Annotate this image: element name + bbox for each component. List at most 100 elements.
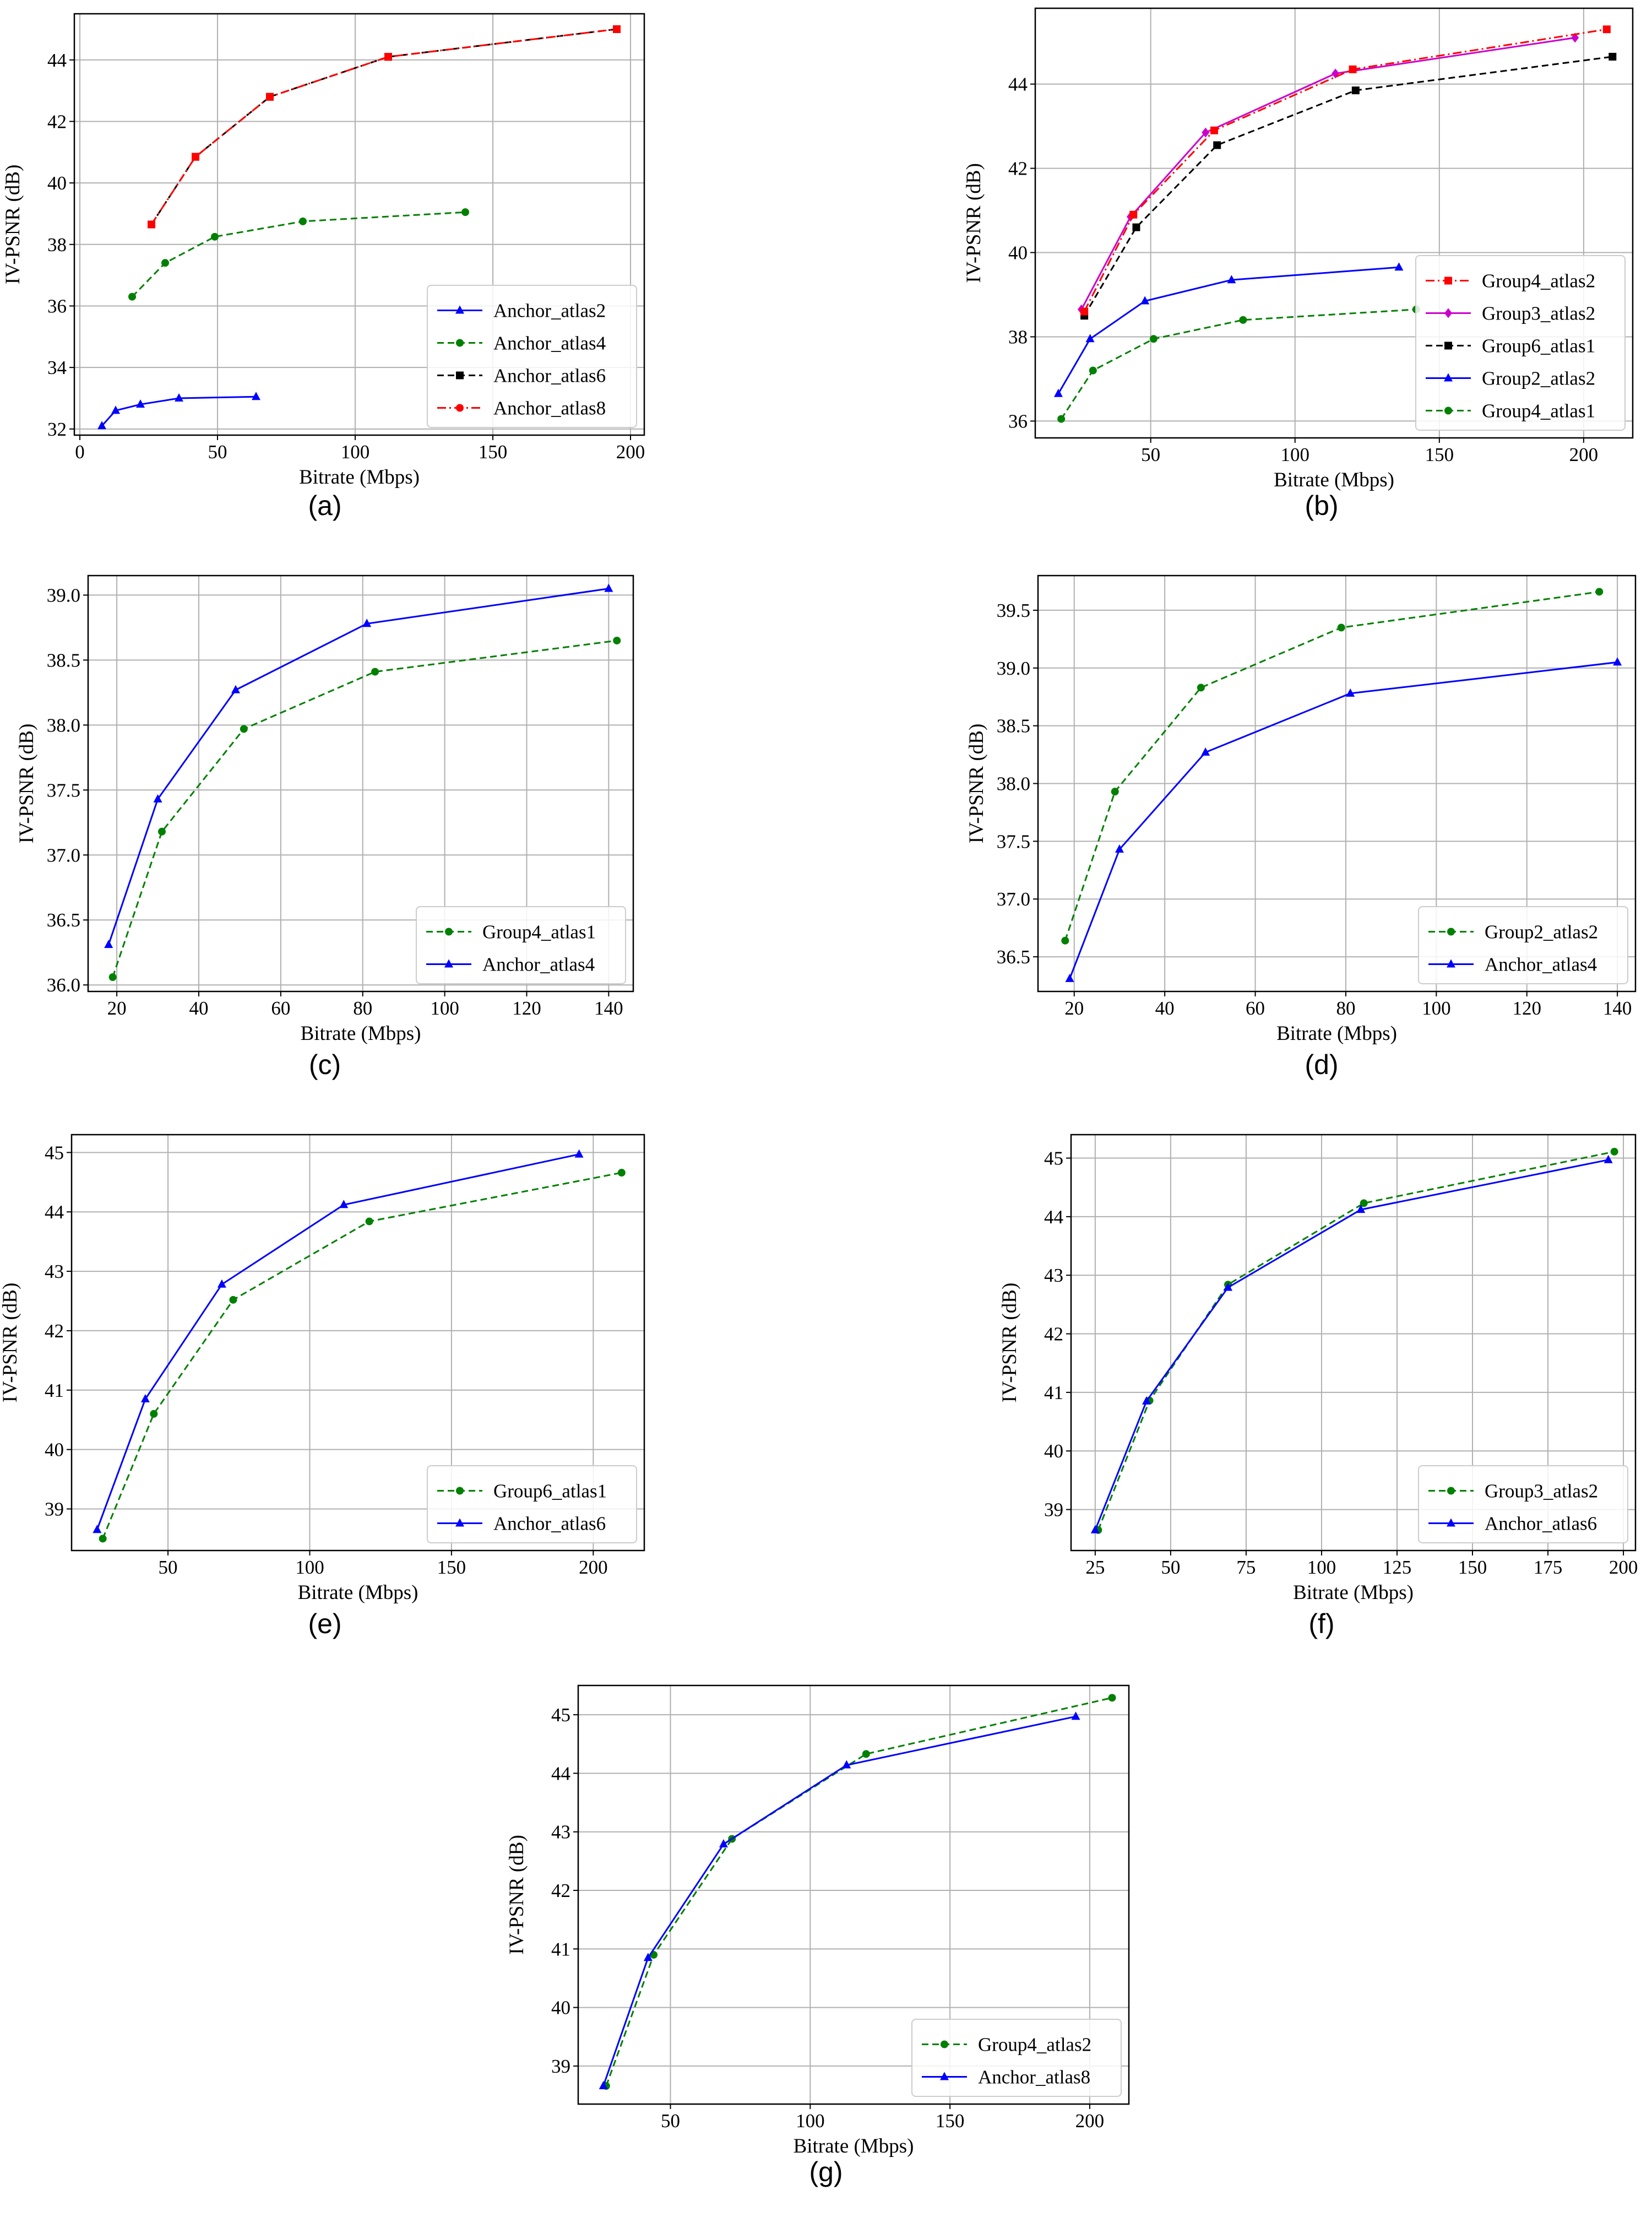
legend-marker bbox=[941, 2040, 948, 2048]
legend-marker bbox=[456, 339, 464, 347]
legend-label: Group4_atlas2 bbox=[1482, 270, 1595, 292]
legend-label: Group3_atlas2 bbox=[1482, 303, 1595, 324]
data-point-Anchor_atlas4 bbox=[1613, 657, 1622, 666]
data-point-Group4_atlas1 bbox=[1239, 316, 1247, 324]
series-line-Anchor_atlas4 bbox=[107, 588, 609, 945]
x-tick-label: 80 bbox=[353, 998, 372, 1019]
series-line-Anchor_atlas4 bbox=[131, 211, 466, 297]
data-point-Group4_atlas1 bbox=[613, 636, 621, 644]
data-point-Anchor_atlas6 bbox=[574, 1149, 584, 1158]
x-tick-label: 200 bbox=[1569, 444, 1599, 465]
legend-marker bbox=[455, 305, 464, 314]
plot-frame bbox=[87, 574, 634, 993]
x-tick-label: 150 bbox=[437, 1557, 466, 1578]
legend-marker bbox=[1444, 373, 1453, 382]
x-tick-label: 100 bbox=[1307, 1557, 1336, 1578]
plot-frame bbox=[577, 1684, 1130, 2105]
y-tick-label: 38 bbox=[47, 234, 67, 256]
data-point-Anchor_atlas8 bbox=[1071, 1711, 1080, 1720]
y-tick-label: 41 bbox=[45, 1380, 64, 1401]
y-tick-label: 37.5 bbox=[47, 779, 80, 801]
panel-caption: (d) bbox=[1305, 1049, 1338, 1080]
y-tick-label: 42 bbox=[45, 1320, 64, 1342]
y-tick-label: 43 bbox=[551, 1822, 570, 1843]
legend-label: Group2_atlas2 bbox=[1482, 368, 1595, 389]
y-tick-label: 36.5 bbox=[997, 946, 1030, 968]
y-tick-label: 34 bbox=[47, 357, 67, 378]
legend-marker bbox=[455, 1518, 464, 1527]
legend-marker bbox=[1444, 342, 1452, 350]
data-point-Group2_atlas2 bbox=[1140, 296, 1150, 305]
y-tick-label: 38.5 bbox=[997, 715, 1030, 737]
x-tick-label: 100 bbox=[341, 441, 370, 463]
data-point-Group6_atlas1 bbox=[99, 1535, 107, 1543]
data-point-Group6_atlas1 bbox=[617, 1169, 626, 1177]
data-point-Anchor_atlas8 bbox=[192, 153, 199, 161]
data-point-Group4_atlas2 bbox=[1602, 25, 1611, 34]
data-point-Group4_atlas1 bbox=[1089, 366, 1097, 375]
data-point-Anchor_atlas4 bbox=[604, 583, 613, 592]
x-tick-label: 100 bbox=[295, 1557, 324, 1578]
data-point-Anchor_atlas4 bbox=[1201, 747, 1210, 756]
y-tick-label: 39.5 bbox=[997, 600, 1030, 621]
panel-caption: (b) bbox=[1305, 490, 1338, 521]
x-tick-label: 100 bbox=[1280, 444, 1309, 465]
data-point-Anchor_atlas8 bbox=[613, 25, 621, 33]
data-point-Group2_atlas2 bbox=[1394, 262, 1404, 271]
y-axis-label: IV-PSNR (dB) bbox=[963, 163, 985, 283]
data-point-Group2_atlas2 bbox=[1595, 588, 1604, 596]
legend-marker bbox=[1444, 308, 1452, 318]
data-point-Group4_atlas2 bbox=[1129, 210, 1138, 219]
chart-panel-f: 25 50 75 100 125 150 175 200 39 40 41 42 43 44 45 Bitra… bbox=[998, 1134, 1638, 1639]
x-tick-label: 100 bbox=[1422, 998, 1451, 1019]
legend-label: Anchor_atlas4 bbox=[493, 333, 606, 354]
x-tick-label: 140 bbox=[594, 998, 623, 1019]
legend: Anchor_atlas2 Anchor_atlas4 Anchor_atlas6 A… bbox=[427, 285, 637, 428]
legend-marker bbox=[456, 1487, 464, 1495]
legend-label: Anchor_atlas6 bbox=[493, 365, 606, 387]
y-tick-label: 39 bbox=[45, 1499, 64, 1520]
x-tick-label: 60 bbox=[1246, 998, 1265, 1019]
plot-frame bbox=[1037, 574, 1637, 993]
data-point-Anchor_atlas4 bbox=[161, 259, 169, 267]
x-axis-label: Bitrate (Mbps) bbox=[301, 1022, 421, 1045]
x-tick-label: 140 bbox=[1603, 998, 1632, 1019]
chart-panel-d: 20 40 60 80 100 120 140 36.5 37.0 37.5 38.0 38.5 39.… bbox=[965, 574, 1637, 1080]
data-point-Anchor_atlas8 bbox=[384, 53, 392, 61]
data-point-Group2_atlas2 bbox=[1053, 388, 1063, 397]
legend-marker bbox=[456, 404, 464, 412]
chart-panel-a: 0 50 100 150 200 32 34 36 38 40 42 44 Bitrate (Mbps)… bbox=[2, 13, 645, 521]
legend-label: Anchor_atlas2 bbox=[493, 300, 606, 322]
x-tick-label: 200 bbox=[1609, 1557, 1638, 1578]
panel-caption: (f) bbox=[1308, 1608, 1334, 1639]
x-tick-label: 25 bbox=[1085, 1557, 1105, 1578]
legend-label: Group6_atlas1 bbox=[1482, 335, 1595, 357]
legend-marker bbox=[456, 371, 464, 380]
x-tick-label: 120 bbox=[512, 998, 541, 1019]
data-point-Anchor_atlas4 bbox=[461, 208, 469, 216]
x-tick-label: 80 bbox=[1336, 998, 1355, 1019]
data-point-Anchor_atlas6 bbox=[93, 1525, 102, 1533]
data-point-Group2_atlas2 bbox=[1197, 684, 1205, 692]
data-point-Group4_atlas1 bbox=[371, 668, 379, 676]
y-tick-label: 38.0 bbox=[997, 773, 1030, 795]
legend-label: Anchor_atlas8 bbox=[978, 2067, 1090, 2088]
legend-marker bbox=[1444, 277, 1452, 285]
x-axis-label: Bitrate (Mbps) bbox=[1274, 469, 1394, 491]
series-line-Group4_atlas1 bbox=[1060, 308, 1416, 420]
x-tick-label: 60 bbox=[271, 998, 290, 1019]
data-point-Group3_atlas2 bbox=[1610, 1147, 1618, 1156]
chart-panel-g: 50 100 150 200 39 40 41 42 43 44 45 Bitrate (Mbps) I… bbox=[506, 1684, 1130, 2187]
x-tick-label: 50 bbox=[1161, 1557, 1180, 1578]
y-tick-label: 39 bbox=[551, 2056, 570, 2077]
x-tick-label: 120 bbox=[1512, 998, 1541, 1019]
data-point-Anchor_atlas6 bbox=[339, 1200, 349, 1208]
data-point-Anchor_atlas8 bbox=[266, 93, 274, 101]
data-point-Anchor_atlas4 bbox=[1065, 973, 1074, 982]
series-line-Group2_atlas2 bbox=[1057, 266, 1399, 394]
x-tick-label: 200 bbox=[616, 441, 645, 463]
legend-label: Anchor_atlas6 bbox=[1485, 1513, 1597, 1535]
y-tick-label: 45 bbox=[551, 1704, 570, 1726]
y-axis-label: IV-PSNR (dB) bbox=[506, 1835, 528, 1955]
y-tick-label: 41 bbox=[1044, 1382, 1063, 1403]
